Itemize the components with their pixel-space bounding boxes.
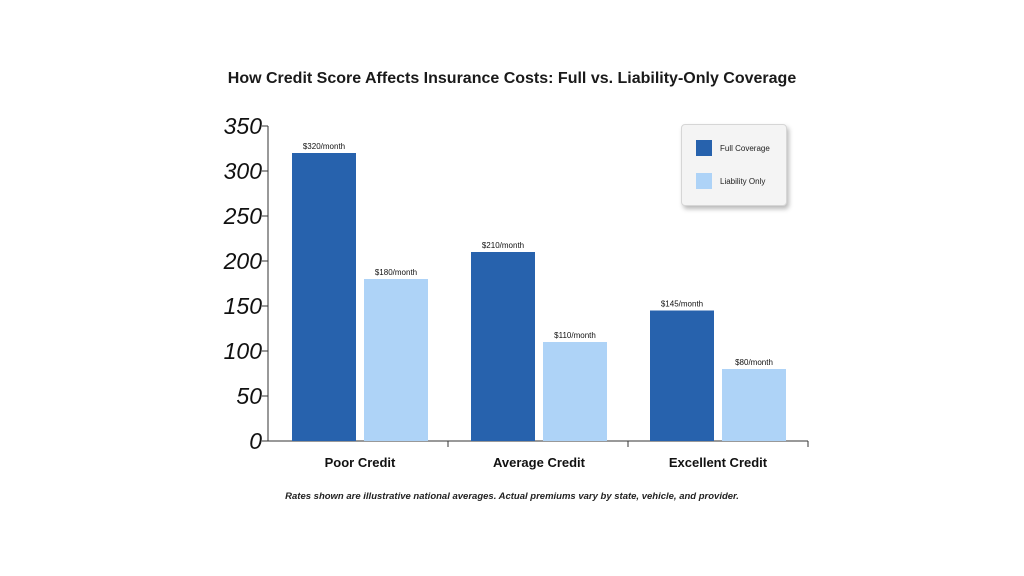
y-tick-label: 250 bbox=[223, 203, 263, 229]
bar-liability-only bbox=[364, 279, 428, 441]
y-tick-label: 350 bbox=[224, 113, 263, 139]
x-tick-label: Poor Credit bbox=[325, 455, 396, 470]
chart-title: How Credit Score Affects Insurance Costs… bbox=[227, 70, 797, 87]
y-axis: 0 50 100 150 200 250 300 350 bbox=[223, 113, 269, 454]
bar-full-coverage bbox=[471, 252, 535, 441]
y-tick-label: 100 bbox=[224, 338, 263, 364]
y-tick-label: 50 bbox=[236, 383, 262, 409]
legend-label-full-coverage: Full Coverage bbox=[720, 143, 770, 153]
data-label: $210/month bbox=[482, 241, 524, 250]
y-tick-label: 300 bbox=[224, 158, 263, 184]
legend-label-liability-only: Liability Only bbox=[720, 176, 766, 186]
legend: Full Coverage Liability Only bbox=[681, 124, 787, 206]
bar-full-coverage bbox=[650, 310, 714, 441]
footnote: Rates shown are illustrative national av… bbox=[285, 491, 739, 502]
x-tick-label: Excellent Credit bbox=[669, 455, 768, 470]
data-label: $80/month bbox=[735, 358, 773, 367]
x-axis: Poor Credit Average Credit Excellent Credi… bbox=[268, 440, 809, 470]
legend-item-full-coverage: Full Coverage bbox=[696, 140, 770, 156]
y-tick-label: 0 bbox=[249, 428, 262, 454]
legend-swatch-liability-only bbox=[696, 173, 712, 189]
legend-item-liability-only: Liability Only bbox=[696, 173, 765, 189]
bar-full-coverage bbox=[292, 153, 356, 441]
data-label: $320/month bbox=[303, 142, 345, 151]
bar-liability-only bbox=[543, 342, 607, 441]
data-label: $145/month bbox=[661, 300, 703, 309]
legend-swatch-full-coverage bbox=[696, 140, 712, 156]
bars: $320/month $180/month $210/month $110/month… bbox=[292, 142, 786, 441]
bar-liability-only bbox=[722, 369, 786, 441]
x-tick-label: Average Credit bbox=[493, 455, 586, 470]
y-tick-label: 200 bbox=[223, 248, 263, 274]
data-label: $180/month bbox=[375, 268, 417, 277]
y-tick-label: 150 bbox=[224, 293, 263, 319]
data-label: $110/month bbox=[554, 331, 596, 340]
